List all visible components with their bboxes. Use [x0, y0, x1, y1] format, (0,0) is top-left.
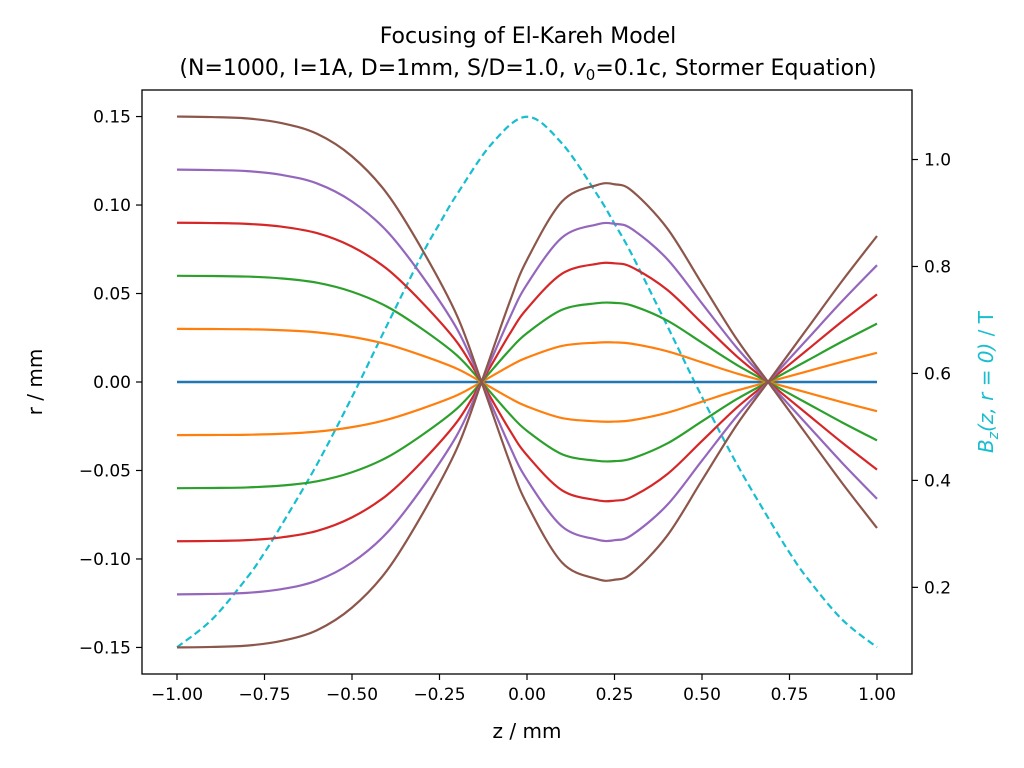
y2-tick-label: 0.2 [924, 578, 951, 598]
y-tick-label: 0.05 [93, 285, 131, 305]
x-tick-label: −0.50 [326, 685, 378, 705]
x-tick-label: −1.00 [151, 685, 203, 705]
y-tick-label: 0.00 [93, 373, 131, 393]
title-velocity-symbol: v [573, 56, 587, 81]
y-tick-label: −0.10 [79, 550, 131, 570]
x-tick-label: −0.75 [238, 685, 290, 705]
y2-label-symbol: B [974, 439, 998, 453]
title-velocity-subscript: 0 [586, 66, 596, 84]
trajectory-line-4 [176, 301, 878, 490]
y2-label-subscript: z [986, 431, 1002, 440]
y2-tick-label: 0.8 [924, 257, 951, 277]
x-tick-label: 0.25 [596, 685, 634, 705]
y-tick-label: −0.15 [79, 638, 131, 658]
y2-axis-label: Bz(z, r = 0) / T [974, 310, 1002, 453]
y2-tick-label: 0.6 [924, 364, 951, 384]
plot-area [176, 115, 878, 649]
field-series-line [176, 115, 878, 649]
y-tick-label: −0.05 [79, 461, 131, 481]
y-tick-label: 0.15 [93, 108, 131, 128]
x-axis-label: z / mm [493, 719, 562, 743]
y-axis-left: 0.15 0.10 0.05 0.00 −0.05 −0.10 −0.15 [79, 108, 142, 658]
y-tick-label: 0.10 [93, 196, 131, 216]
y-axis-label: r / mm [23, 349, 47, 416]
x-tick-label: −0.25 [413, 685, 465, 705]
trajectory-line-5 [176, 221, 878, 503]
trajectory-line-8 [176, 221, 878, 596]
trajectory-line-9 [176, 115, 878, 582]
chart-title-line2: (N=1000, I=1A, D=1mm, S/D=1.0, v0=0.1c, … [179, 56, 876, 84]
x-tick-label: 0.75 [771, 685, 809, 705]
y2-label-unit: / T [974, 310, 998, 342]
trajectory-line-1 [176, 327, 878, 423]
x-tick-label: 1.00 [858, 685, 896, 705]
trajectory-line-3 [176, 274, 878, 463]
trajectory-line-10 [176, 182, 878, 649]
x-axis: −1.00 −0.75 −0.50 −0.25 0.00 0.25 0.50 0.75 1.00 [151, 674, 896, 705]
trajectory-line-7 [176, 168, 878, 543]
chart-title-line1: Focusing of El-Kareh Model [380, 24, 677, 49]
x-tick-label: 0.00 [508, 685, 546, 705]
y2-tick-label: 0.4 [924, 471, 951, 491]
trajectory-line-2 [176, 341, 878, 437]
y2-label-args: (z, r = 0) [974, 343, 998, 432]
y2-tick-label: 1.0 [924, 151, 951, 171]
trajectory-line-6 [176, 261, 878, 543]
x-tick-label: 0.50 [683, 685, 721, 705]
title-params-prefix: (N=1000, I=1A, D=1mm, S/D=1.0, [179, 56, 572, 81]
title-params-suffix: =0.1c, Stormer Equation) [595, 56, 876, 81]
y-axis-right: 1.0 0.8 0.6 0.4 0.2 [912, 151, 951, 598]
